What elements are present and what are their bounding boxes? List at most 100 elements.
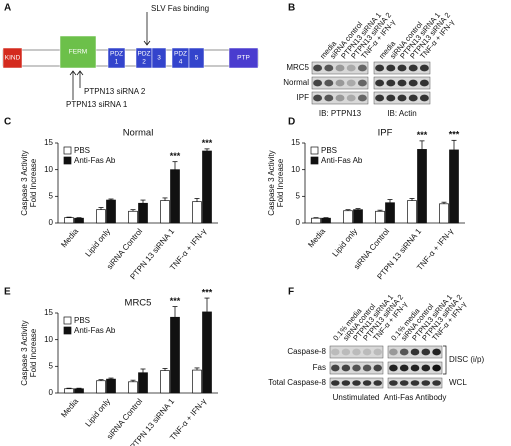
- band: [410, 380, 420, 386]
- panel-label: F: [288, 287, 294, 298]
- x-tick-label: Media: [306, 226, 327, 249]
- bar: [138, 372, 148, 394]
- band: [335, 64, 345, 72]
- legend-label: Anti-Fas Ab: [74, 156, 116, 165]
- y-tick-label: 10: [44, 165, 53, 174]
- legend-label: PBS: [74, 146, 90, 155]
- row-label: Caspase-8: [287, 347, 326, 356]
- chart-title: MRC5: [125, 298, 152, 309]
- domain-label: 2: [142, 59, 146, 66]
- band: [313, 79, 323, 87]
- band: [362, 380, 372, 386]
- domain-label: PTP: [237, 55, 250, 62]
- bar: [160, 200, 170, 224]
- row-label: Fas: [313, 363, 326, 372]
- band: [346, 79, 356, 87]
- blot-label: IB: Actin: [387, 109, 416, 118]
- annotation: SLV Fas binding: [151, 4, 209, 13]
- bar: [96, 209, 106, 224]
- band: [421, 348, 431, 356]
- band: [352, 364, 361, 372]
- domain-label: 3: [157, 55, 161, 62]
- band: [373, 380, 382, 386]
- band: [410, 348, 420, 356]
- band: [397, 79, 407, 87]
- band: [386, 64, 396, 72]
- y-tick-label: 15: [44, 308, 53, 317]
- bracket: [443, 345, 447, 375]
- band: [352, 348, 361, 356]
- bar: [138, 202, 148, 224]
- row-label: IPF: [297, 93, 310, 102]
- bar: [74, 388, 84, 394]
- band: [397, 94, 407, 102]
- condition-label: Unstimulated: [333, 393, 380, 402]
- band: [399, 380, 409, 386]
- significance: ***: [170, 296, 181, 306]
- legend-swatch: [63, 146, 72, 155]
- bar: [128, 210, 138, 224]
- band: [399, 364, 409, 372]
- y-axis-label: Fold Increase: [29, 328, 38, 377]
- y-axis-label: Caspase 3 Activity: [20, 150, 29, 215]
- bar: [321, 217, 331, 224]
- domain-label: PDZ: [174, 51, 187, 58]
- band: [408, 94, 418, 102]
- band: [331, 380, 340, 386]
- band: [335, 94, 345, 102]
- x-tick-label: Lipid only: [84, 227, 113, 259]
- legend-label: PBS: [74, 316, 90, 325]
- chart-title: IPF: [378, 128, 393, 139]
- domain: [188, 47, 205, 69]
- annotation: PTPN13 siRNA 2: [84, 87, 146, 96]
- significance: ***: [449, 130, 460, 140]
- band: [341, 364, 351, 372]
- bar: [192, 201, 202, 224]
- y-tick-label: 15: [44, 138, 53, 147]
- bar: [449, 149, 459, 224]
- panel-label: A: [4, 3, 11, 14]
- bar: [128, 381, 138, 394]
- band: [432, 348, 441, 356]
- legend-swatch: [63, 156, 72, 165]
- y-axis-label: Fold Increase: [276, 158, 285, 207]
- blot-label: IB: PTPN13: [319, 109, 362, 118]
- y-tick-label: 0: [49, 218, 54, 227]
- group-label: WCL: [449, 378, 467, 387]
- x-tick-label: Lipid only: [331, 227, 360, 259]
- bar: [106, 199, 116, 224]
- legend-swatch: [310, 156, 319, 165]
- band: [335, 79, 345, 87]
- y-tick-label: 5: [296, 191, 301, 200]
- band: [389, 364, 398, 372]
- y-axis-label: Caspase 3 Activity: [20, 320, 29, 385]
- band: [331, 348, 340, 356]
- domain-label: 4: [179, 59, 183, 66]
- band: [373, 348, 382, 356]
- band: [386, 79, 396, 87]
- y-tick-label: 5: [49, 361, 54, 370]
- arrow-head: [76, 70, 84, 76]
- bar: [170, 316, 180, 394]
- bar: [311, 217, 321, 224]
- band: [341, 380, 351, 386]
- bar: [353, 209, 363, 224]
- y-tick-label: 15: [291, 138, 300, 147]
- band: [419, 79, 429, 87]
- domain-label: 5: [195, 55, 199, 62]
- band: [397, 64, 407, 72]
- x-tick-label: Media: [59, 226, 80, 249]
- row-label: Normal: [283, 78, 309, 87]
- legend-swatch: [63, 326, 72, 335]
- legend-swatch: [63, 316, 72, 325]
- band: [419, 64, 429, 72]
- band: [408, 79, 418, 87]
- legend-label: Anti-Fas Ab: [74, 326, 116, 335]
- band: [408, 64, 418, 72]
- band: [432, 380, 441, 386]
- bar: [106, 378, 116, 394]
- legend-swatch: [310, 146, 319, 155]
- band: [419, 94, 429, 102]
- bar: [407, 200, 417, 224]
